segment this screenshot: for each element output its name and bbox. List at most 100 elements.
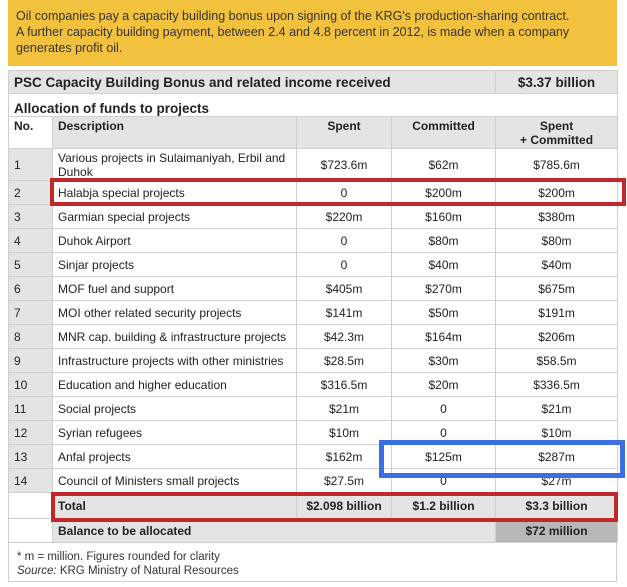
cell-no: 4 [8, 228, 53, 253]
cell-description: Duhok Airport [52, 228, 297, 253]
cell-no: 11 [8, 396, 53, 421]
table-row: 5 Sinjar projects 0 $40m $40m [8, 252, 619, 277]
cell-description: MOF fuel and support [52, 276, 297, 301]
cell-description: Garmian special projects [52, 204, 297, 229]
table-row: 3 Garmian special projects $220m $160m $380m [8, 204, 619, 229]
cell-no: 10 [8, 372, 53, 397]
cell-no: 9 [8, 348, 53, 373]
cell-description: Social projects [52, 396, 297, 421]
cell-description: Council of Ministers small projects [52, 468, 297, 493]
cell-spent: $723.6m [296, 148, 392, 181]
cell-description: Sinjar projects [52, 252, 297, 277]
cell-spent-committed: $287m [495, 444, 619, 469]
table-row: 14 Council of Ministers small projects $27… [8, 468, 619, 493]
header-spent: Spent [296, 116, 392, 149]
header-spent-committed: Spent + Committed [495, 116, 619, 149]
header-description: Description [52, 116, 297, 149]
cell-committed: $270m [390, 276, 497, 301]
table-row: 13 Anfal projects $162m $125m $287m [8, 444, 619, 469]
cell-committed: 0 [390, 468, 497, 493]
cell-committed: $62m [390, 148, 497, 181]
psc-value: $3.37 billion [495, 70, 619, 94]
table-row: 6 MOF fuel and support $405m $270m $675m [8, 276, 619, 301]
cell-spent-committed: $785.6m [495, 148, 619, 181]
cell-spent-committed: $380m [495, 204, 619, 229]
cell-spent: $405m [296, 276, 392, 301]
cell-spent-committed: $80m [495, 228, 619, 253]
cell-description: MOI other related security projects [52, 300, 297, 325]
cell-spent-committed: $675m [495, 276, 619, 301]
cell-no: 8 [8, 324, 53, 349]
cell-spent-committed: $58.5m [495, 348, 619, 373]
cell-committed: $50m [390, 300, 497, 325]
cell-no: 6 [8, 276, 53, 301]
cell-spent-committed: $21m [495, 396, 619, 421]
cell-committed: $40m [390, 252, 497, 277]
footnote-note: * m = million. Figures rounded for clari… [17, 551, 220, 563]
table-row: 12 Syrian refugees $10m 0 $10m [8, 420, 619, 445]
cell-spent-committed: $191m [495, 300, 619, 325]
cell-spent-committed: $206m [495, 324, 619, 349]
cell-no: 12 [8, 420, 53, 445]
cell-committed: $20m [390, 372, 497, 397]
table-row: 10 Education and higher education $316.5m $… [8, 372, 619, 397]
table-row: 4 Duhok Airport 0 $80m $80m [8, 228, 619, 253]
table-row: 1 Various projects in Sulaimaniyah, Erbil… [8, 148, 619, 181]
header-no: No. [8, 116, 53, 149]
total-committed: $1.2 billion [390, 492, 497, 519]
cell-committed: $200m [390, 180, 497, 205]
cell-description: Anfal projects [52, 444, 297, 469]
total-row: Total $2.098 billion $1.2 billion $3.3 bill… [8, 492, 619, 519]
cell-spent: $162m [296, 444, 392, 469]
cell-spent-committed: $336.5m [495, 372, 619, 397]
header-total-line2: + Committed [520, 133, 594, 147]
cell-description: Halabja special projects [52, 180, 297, 205]
cell-description: MNR cap. building & infrastructure proje… [52, 324, 297, 349]
cell-spent: $316.5m [296, 372, 392, 397]
balance-label: Balance to be allocated [51, 518, 497, 543]
allocation-title-row: Allocation of funds to projects [7, 93, 619, 117]
cell-no: 13 [8, 444, 53, 469]
header-row: No. Description Spent Committed Spent + C… [8, 116, 619, 149]
intro-line-1: Oil companies pay a capacity building bo… [16, 9, 570, 23]
cell-spent: 0 [296, 228, 392, 253]
footnote: * m = million. Figures rounded for clari… [8, 542, 617, 582]
cell-spent-committed: $200m [495, 180, 619, 205]
cell-no: 3 [8, 204, 53, 229]
source-text: KRG Ministry of Natural Resources [56, 565, 239, 577]
cell-spent: 0 [296, 180, 392, 205]
cell-spent: $27.5m [296, 468, 392, 493]
header-committed: Committed [390, 116, 497, 149]
table-row: 2 Halabja special projects 0 $200m $200m [8, 180, 619, 205]
cell-description: Infrastructure projects with other minis… [52, 348, 297, 373]
cell-committed: $30m [390, 348, 497, 373]
cell-no: 5 [8, 252, 53, 277]
total-label: Total [52, 492, 297, 519]
cell-committed: $160m [390, 204, 497, 229]
cell-committed: $125m [390, 444, 497, 469]
table-row: 8 MNR cap. building & infrastructure proj… [8, 324, 619, 349]
balance-value: $72 million [495, 518, 619, 543]
cell-description: Syrian refugees [52, 420, 297, 445]
source-label: Source: [17, 565, 57, 577]
table-row: 11 Social projects $21m 0 $21m [8, 396, 619, 421]
cell-spent-committed: $10m [495, 420, 619, 445]
cell-committed: $164m [390, 324, 497, 349]
intro-line-2: A further capacity building payment, bet… [16, 25, 570, 55]
balance-no [8, 518, 53, 543]
cell-no: 1 [8, 148, 53, 181]
psc-row: PSC Capacity Building Bonus and related … [7, 70, 619, 94]
cell-spent: $141m [296, 300, 392, 325]
cell-committed: 0 [390, 420, 497, 445]
allocation-table: PSC Capacity Building Bonus and related … [7, 70, 619, 543]
cell-spent: $28.5m [296, 348, 392, 373]
cell-spent: $21m [296, 396, 392, 421]
cell-committed: 0 [390, 396, 497, 421]
cell-spent: $42.3m [296, 324, 392, 349]
total-spent-committed: $3.3 billion [495, 492, 619, 519]
total-no [8, 492, 53, 519]
table-row: 9 Infrastructure projects with other mini… [8, 348, 619, 373]
cell-no: 7 [8, 300, 53, 325]
cell-spent-committed: $27m [495, 468, 619, 493]
cell-no: 14 [8, 468, 53, 493]
